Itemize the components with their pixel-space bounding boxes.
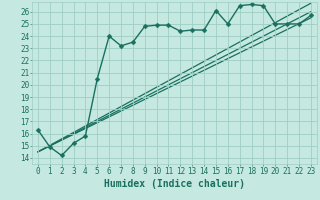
- X-axis label: Humidex (Indice chaleur): Humidex (Indice chaleur): [104, 179, 245, 189]
